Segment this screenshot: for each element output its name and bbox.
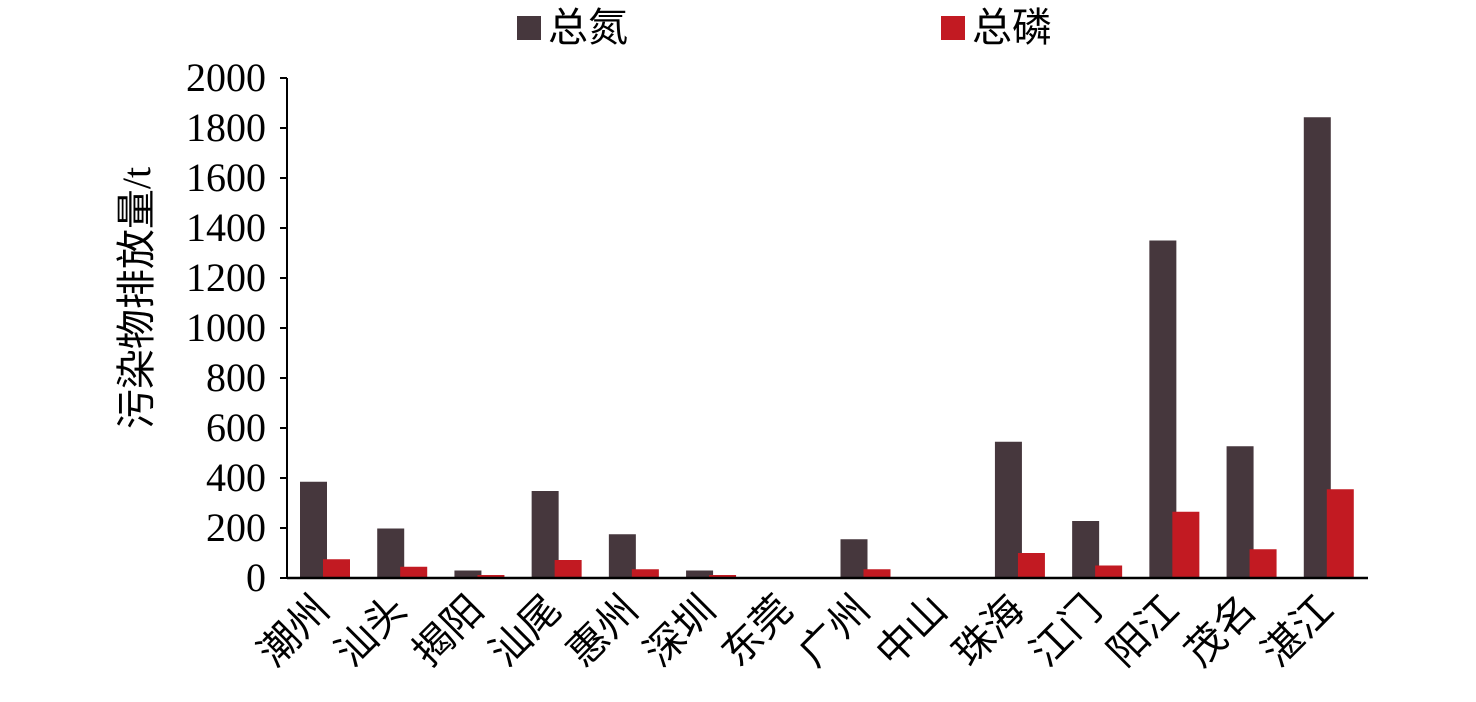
bar-total-phosphorus: [863, 569, 891, 578]
bar-total-phosphorus: [1172, 511, 1200, 578]
x-category-label: 阳江: [1099, 587, 1187, 675]
y-tick-label: 400: [206, 455, 266, 500]
x-category-label: 中山: [867, 587, 955, 675]
x-category-label: 茂名: [1176, 587, 1264, 675]
bar-total-phosphorus: [323, 559, 350, 578]
x-category-label: 汕头: [327, 587, 415, 675]
bar-total-nitrogen: [377, 528, 405, 578]
legend: 总氮 总磷: [517, 5, 1052, 50]
bar-total-phosphorus: [709, 575, 737, 578]
x-category-label: 东莞: [713, 587, 801, 675]
y-tick-label: 1000: [186, 305, 266, 350]
bar-total-phosphorus: [1249, 549, 1277, 578]
x-category-label: 广州: [790, 587, 878, 675]
bars: [300, 117, 1354, 578]
x-category-label: 湛江: [1253, 587, 1341, 675]
y-tick-label: 1800: [186, 105, 266, 150]
bar-total-nitrogen: [1072, 521, 1100, 578]
legend-label-total-nitrogen: 总氮: [548, 5, 628, 50]
x-category-label: 江门: [1022, 587, 1110, 675]
x-category-label: 深圳: [636, 587, 724, 675]
bar-total-nitrogen: [1149, 240, 1177, 578]
x-category-label: 惠州: [558, 587, 646, 675]
bar-total-nitrogen: [1303, 117, 1331, 578]
legend-swatch-total-nitrogen: [517, 16, 541, 40]
y-tick-label: 0: [246, 555, 266, 600]
legend-swatch-total-phosphorus: [941, 16, 965, 40]
bar-total-phosphorus: [554, 560, 582, 578]
legend-label-total-phosphorus: 总磷: [972, 5, 1052, 50]
y-tick-label: 800: [206, 355, 266, 400]
bar-total-nitrogen: [840, 539, 868, 578]
x-category-label: 揭阳: [404, 587, 492, 675]
y-tick-label: 1600: [186, 155, 266, 200]
bar-total-phosphorus: [477, 575, 505, 578]
axes: [286, 78, 1368, 580]
x-category-label: 汕尾: [481, 587, 569, 675]
bar-total-nitrogen: [994, 441, 1022, 578]
bar-total-phosphorus: [1326, 489, 1354, 578]
bar-total-nitrogen: [300, 481, 327, 578]
y-tick-label: 1400: [186, 205, 266, 250]
x-category-label: 珠海: [945, 587, 1033, 675]
bar-total-phosphorus: [1095, 565, 1123, 578]
y-tick-label: 2000: [186, 55, 266, 100]
y-tick-label: 200: [206, 505, 266, 550]
bar-total-phosphorus: [400, 566, 428, 578]
y-tick-label: 600: [206, 405, 266, 450]
bar-total-nitrogen: [608, 534, 636, 578]
bar-total-nitrogen: [454, 570, 482, 578]
y-tick-label: 1200: [186, 255, 266, 300]
bar-total-nitrogen: [686, 570, 714, 578]
y-axis-label: 污染物排放量/t: [114, 167, 159, 429]
bar-total-nitrogen: [531, 491, 559, 578]
bar-total-phosphorus: [1017, 553, 1045, 578]
y-axis-ticks: 0 200 400 600 800 1000 1200 1400 1600 1800 2000: [186, 55, 287, 600]
bar-total-nitrogen: [1226, 446, 1254, 578]
bar-total-phosphorus: [631, 569, 659, 578]
